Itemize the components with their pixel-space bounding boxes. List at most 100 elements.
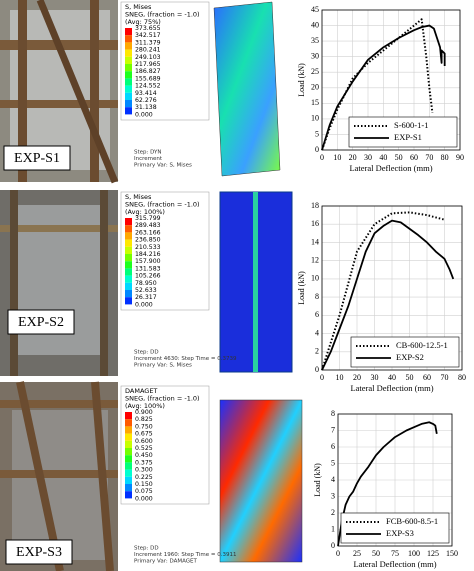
- x-tick-label: 0: [320, 153, 324, 162]
- legend-value: 289.483: [135, 222, 161, 229]
- step-info: Primary Var: DAMAGET: [134, 559, 198, 565]
- legend-value: 373.655: [135, 25, 161, 32]
- legend-value: 78.950: [135, 280, 157, 287]
- legend-label: S-600-1-1: [394, 120, 428, 130]
- legend-label: FCB-600-8.5-1: [386, 516, 438, 526]
- legend-value: 0.000: [135, 111, 153, 118]
- x-tick-label: 0: [336, 549, 340, 558]
- legend-value: 311.379: [135, 39, 161, 46]
- legend-value: 236.850: [135, 237, 161, 244]
- color-band: [125, 491, 132, 499]
- step-info: Increment: [134, 156, 163, 162]
- legend-value: 157.900: [135, 258, 161, 265]
- legend-title: (Avg: 100%): [125, 208, 165, 216]
- color-band: [125, 107, 132, 115]
- legend: [350, 336, 460, 368]
- x-tick-label: 100: [408, 549, 420, 558]
- y-tick-label: 0: [315, 145, 319, 154]
- x-tick-label: 10: [333, 153, 341, 162]
- x-axis-label: Lateral Deflection (mm): [353, 559, 436, 569]
- x-tick-label: 125: [427, 549, 439, 558]
- color-band: [125, 484, 132, 492]
- y-tick-label: 40: [311, 20, 319, 29]
- legend-title: (Avg: 100%): [125, 402, 165, 410]
- legend-value: 0.000: [135, 301, 153, 308]
- y-axis-label: Load (kN): [297, 63, 306, 97]
- legend-value: 0.450: [135, 452, 153, 459]
- plot-frame: [337, 413, 453, 547]
- step-info: Step: DYN: [134, 150, 162, 156]
- color-band: [125, 419, 132, 427]
- legend-value: 0.525: [135, 445, 153, 452]
- color-band: [125, 297, 132, 305]
- color-band: [125, 64, 132, 72]
- color-band: [125, 254, 132, 262]
- y-tick-label: 8: [331, 409, 335, 418]
- legend-value: 0.900: [135, 409, 153, 416]
- y-tick-label: 4: [315, 328, 319, 337]
- legend-title: SNEG, (fraction = -1.0): [125, 11, 200, 19]
- y-tick-label: 16: [311, 219, 319, 228]
- legend-label: EXP-S3: [386, 528, 414, 538]
- legend-value: 155.689: [135, 75, 161, 82]
- panel-label: EXP-S3: [16, 545, 62, 560]
- color-band: [125, 71, 132, 79]
- x-tick-label: 0: [320, 373, 324, 382]
- step-info: Primary Var: S, Mises: [134, 363, 192, 369]
- step-info: Increment 1960: Step Time = 0.3911: [134, 552, 236, 558]
- color-band: [125, 282, 132, 290]
- legend-title: S, Mises: [125, 193, 152, 201]
- legend-value: 62.276: [135, 97, 157, 104]
- legend-value: 26.317: [135, 294, 157, 301]
- x-tick-label: 80: [458, 373, 466, 382]
- y-tick-label: 25: [311, 67, 319, 76]
- x-tick-label: 10: [336, 373, 344, 382]
- panel-label: EXP-S2: [18, 315, 64, 330]
- y-tick-label: 15: [311, 98, 319, 107]
- legend-value: 0.300: [135, 467, 153, 474]
- photo: [0, 190, 118, 376]
- color-band: [125, 49, 132, 57]
- legend-value: 0.750: [135, 423, 153, 430]
- legend: [348, 116, 458, 148]
- y-tick-label: 2: [331, 508, 335, 517]
- x-tick-label: 70: [441, 373, 449, 382]
- x-tick-label: 70: [425, 153, 433, 162]
- y-tick-label: 1: [331, 524, 335, 533]
- x-tick-label: 20: [349, 153, 357, 162]
- x-tick-label: 90: [456, 153, 464, 162]
- legend-label: EXP-S2: [396, 352, 424, 362]
- x-tick-label: 40: [388, 373, 396, 382]
- x-tick-label: 80: [441, 153, 449, 162]
- color-band: [125, 261, 132, 269]
- y-tick-label: 6: [315, 310, 319, 319]
- legend-value: 342.517: [135, 32, 161, 39]
- x-tick-label: 60: [423, 373, 431, 382]
- legend-label: CB-600-12.5-1: [396, 340, 448, 350]
- y-tick-label: 2: [315, 347, 319, 356]
- y-tick-label: 45: [311, 5, 319, 14]
- y-tick-label: 30: [311, 51, 319, 60]
- legend-value: 124.552: [135, 83, 161, 90]
- x-tick-label: 40: [379, 153, 387, 162]
- panel-label: EXP-S1: [14, 151, 60, 166]
- plot-frame: [321, 205, 463, 371]
- legend-value: 210.533: [135, 244, 161, 251]
- y-axis-label: Load (kN): [313, 463, 322, 497]
- plot-frame: [321, 9, 461, 151]
- color-band: [125, 412, 132, 420]
- color-band: [125, 476, 132, 484]
- data-line: [321, 219, 455, 371]
- data-line: [321, 211, 445, 371]
- y-tick-label: 35: [311, 36, 319, 45]
- y-tick-label: 6: [331, 442, 335, 451]
- color-band: [125, 56, 132, 64]
- color-band: [125, 275, 132, 283]
- color-band: [125, 225, 132, 233]
- fe-plot: [213, 1, 303, 563]
- color-band: [125, 239, 132, 247]
- legend-box: [120, 1, 210, 121]
- legend-title: S, Mises: [125, 3, 152, 11]
- legend-value: 105.266: [135, 273, 161, 280]
